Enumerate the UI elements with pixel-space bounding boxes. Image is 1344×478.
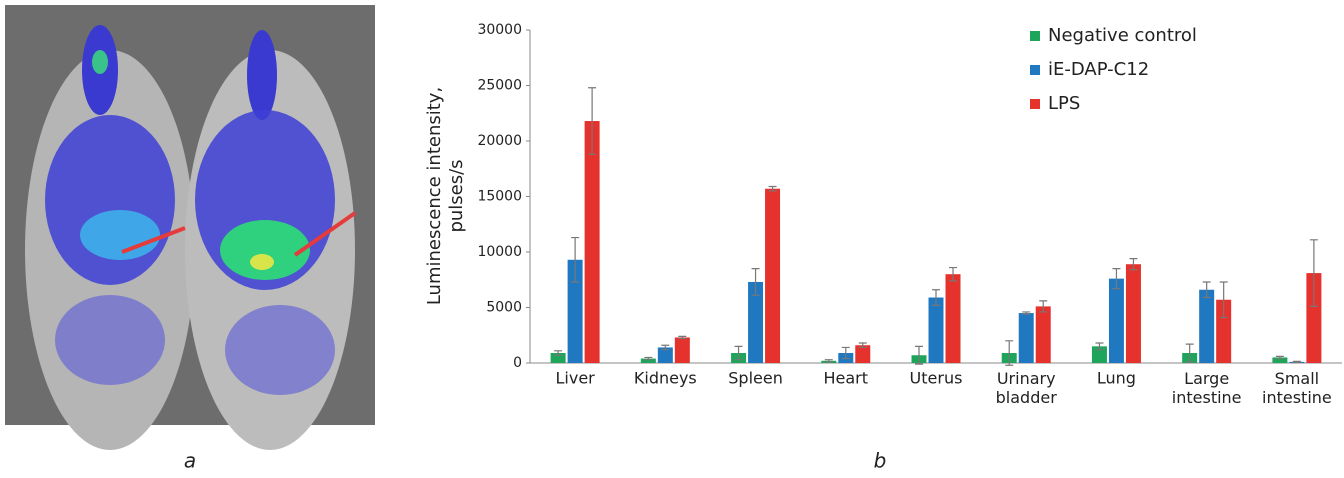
bar [550, 353, 566, 363]
x-tick-label: Large intestine [1172, 369, 1242, 407]
x-tick-label-line: bladder [996, 388, 1058, 407]
error-bar [571, 236, 580, 283]
error-bar [751, 268, 760, 296]
bar [674, 337, 690, 363]
error-bar [824, 359, 833, 363]
mouse-image [5, 5, 375, 450]
bar [640, 358, 656, 363]
error-bar [661, 344, 670, 351]
x-tick-label-line: Small [1275, 369, 1319, 388]
y-tick-label: 25000 [477, 78, 522, 94]
y-tick-label: 20000 [477, 133, 522, 149]
bar [945, 274, 961, 363]
legend-label: LPS [1048, 93, 1080, 114]
bar [1018, 313, 1034, 363]
error-bar [1112, 268, 1121, 290]
error-bar [1185, 343, 1194, 363]
error-bar [588, 87, 597, 155]
y-tick-label: 0 [513, 355, 522, 371]
x-tick-label: Uterus [910, 369, 963, 388]
legend-swatch [1030, 65, 1040, 75]
x-tick-label: Urinary bladder [996, 369, 1058, 407]
panel-label: b [874, 449, 887, 473]
panel-label: a [184, 449, 196, 473]
error-bar [1292, 360, 1301, 364]
x-tick-label-line: intestine [1262, 388, 1332, 407]
bar [657, 347, 673, 363]
error-bar [915, 345, 923, 365]
bar [567, 259, 583, 363]
y-tick-label: 5000 [486, 300, 522, 316]
bar [1216, 299, 1232, 363]
y-axis-label: pulses/s [446, 159, 467, 232]
error-bar [734, 345, 743, 361]
error-bar [554, 350, 563, 356]
error-bar [1202, 281, 1211, 299]
x-tick-label-line: intestine [1172, 388, 1242, 407]
error-bar [644, 356, 653, 361]
x-tick-label: Heart [824, 369, 869, 388]
legend-label: iE-DAP-C12 [1048, 59, 1149, 80]
error-bar [1309, 239, 1318, 307]
bar [1272, 357, 1288, 363]
error-bar [768, 185, 777, 192]
bar [855, 345, 871, 363]
error-bar [841, 346, 850, 360]
x-tick-label-line: Urinary [997, 369, 1056, 388]
bar [584, 121, 600, 364]
bar [748, 281, 764, 363]
legend-swatch [1030, 99, 1040, 109]
y-axis-label: Luminescence intensity, [424, 87, 445, 305]
error-bar [949, 266, 957, 282]
error-bar [1095, 342, 1104, 351]
legend-label: Negative control [1048, 25, 1197, 46]
bar [1125, 264, 1141, 363]
error-bar [1129, 258, 1138, 271]
x-tick-label: Spleen [728, 369, 783, 388]
error-bar [1219, 281, 1228, 319]
bar [765, 188, 781, 363]
error-bar [1039, 300, 1048, 313]
error-bar [1022, 311, 1031, 315]
error-bar [1275, 355, 1284, 360]
error-bar [932, 289, 940, 306]
bar [1306, 273, 1322, 363]
bar [1091, 346, 1107, 363]
bar [1199, 289, 1215, 363]
error-bar [1005, 340, 1014, 366]
bar [1035, 306, 1051, 363]
bar [1108, 278, 1124, 363]
bar [928, 297, 944, 363]
x-tick-label: Liver [555, 369, 595, 388]
x-tick-label: Kidneys [634, 369, 697, 388]
x-tick-label-line: Large [1184, 369, 1229, 388]
error-bar [858, 342, 867, 349]
legend-swatch [1030, 31, 1040, 41]
y-tick-label: 10000 [477, 244, 522, 260]
error-bar [678, 335, 687, 340]
x-tick-label: Small intestine [1262, 369, 1332, 407]
y-tick-label: 30000 [477, 22, 522, 38]
y-tick-label: 15000 [477, 189, 522, 205]
x-tick-label: Lung [1097, 369, 1136, 388]
